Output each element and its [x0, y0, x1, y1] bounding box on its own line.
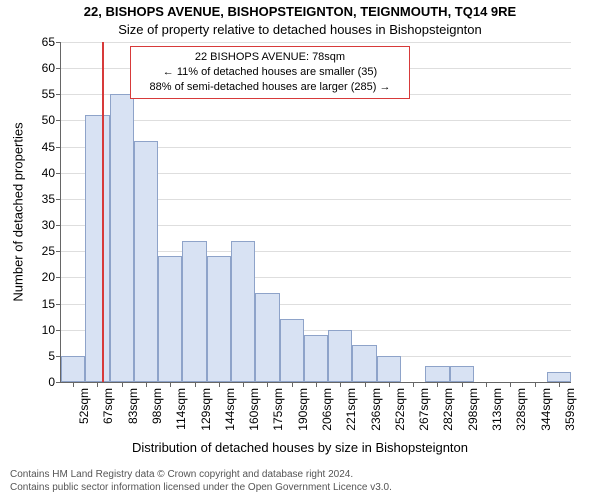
ytick-label: 65: [42, 35, 61, 49]
xtick-mark: [73, 382, 74, 387]
ytick-label: 30: [42, 218, 61, 232]
histogram-bar: [328, 330, 352, 382]
xtick-mark: [389, 382, 390, 387]
ytick-label: 50: [42, 113, 61, 127]
ytick-label: 20: [42, 270, 61, 284]
histogram-bar: [425, 366, 449, 382]
xtick-mark: [170, 382, 171, 387]
histogram-bar: [61, 356, 85, 382]
footer-line2: Contains public sector information licen…: [10, 481, 392, 494]
xtick-mark: [413, 382, 414, 387]
ytick-label: 25: [42, 244, 61, 258]
xtick-mark: [462, 382, 463, 387]
annotation-line3: 88% of semi-detached houses are larger (…: [139, 80, 401, 95]
xtick-label: 359sqm: [563, 388, 577, 431]
ytick-label: 5: [48, 349, 61, 363]
xtick-label: 313sqm: [490, 388, 504, 431]
xtick-label: 67sqm: [101, 388, 115, 424]
histogram-bar: [182, 241, 206, 382]
xtick-label: 328sqm: [514, 388, 528, 431]
xtick-label: 190sqm: [296, 388, 310, 431]
histogram-bar: [134, 141, 158, 382]
gridline: [61, 120, 571, 121]
property-marker-line: [102, 42, 104, 382]
histogram-bar: [450, 366, 474, 382]
xtick-mark: [292, 382, 293, 387]
ytick-label: 15: [42, 297, 61, 311]
xtick-mark: [97, 382, 98, 387]
ytick-label: 0: [48, 375, 61, 389]
chart-title-address: 22, BISHOPS AVENUE, BISHOPSTEIGNTON, TEI…: [0, 4, 600, 19]
xtick-label: 114sqm: [174, 388, 188, 430]
xtick-label: 98sqm: [150, 388, 164, 424]
ytick-label: 55: [42, 87, 61, 101]
xtick-label: 144sqm: [223, 388, 237, 431]
ytick-label: 45: [42, 140, 61, 154]
xtick-mark: [486, 382, 487, 387]
histogram-bar: [158, 256, 182, 382]
xtick-label: 83sqm: [126, 388, 140, 424]
annotation-box: 22 BISHOPS AVENUE: 78sqm ← 11% of detach…: [130, 46, 410, 99]
ytick-label: 10: [42, 323, 61, 337]
ytick-label: 40: [42, 166, 61, 180]
annotation-line2: ← 11% of detached houses are smaller (35…: [139, 65, 401, 80]
xtick-label: 129sqm: [199, 388, 213, 431]
histogram-bar: [280, 319, 304, 382]
xtick-label: 236sqm: [369, 388, 383, 431]
histogram-bar: [110, 94, 134, 382]
annotation-line1: 22 BISHOPS AVENUE: 78sqm: [139, 50, 401, 65]
histogram-bar: [231, 241, 255, 382]
xtick-mark: [535, 382, 536, 387]
xtick-mark: [559, 382, 560, 387]
gridline: [61, 42, 571, 43]
histogram-bar: [85, 115, 109, 382]
xtick-mark: [267, 382, 268, 387]
xtick-label: 221sqm: [344, 388, 358, 431]
xtick-mark: [195, 382, 196, 387]
xtick-label: 252sqm: [393, 388, 407, 431]
histogram-bar: [547, 372, 571, 382]
histogram-bar: [377, 356, 401, 382]
xtick-mark: [437, 382, 438, 387]
ytick-label: 35: [42, 192, 61, 206]
footer-attribution: Contains HM Land Registry data © Crown c…: [10, 468, 392, 494]
xtick-mark: [510, 382, 511, 387]
xtick-label: 298sqm: [466, 388, 480, 431]
xtick-label: 52sqm: [77, 388, 91, 424]
y-axis-label: Number of detached properties: [11, 122, 26, 301]
chart-container: 22, BISHOPS AVENUE, BISHOPSTEIGNTON, TEI…: [0, 0, 600, 500]
histogram-bar: [352, 345, 376, 382]
xtick-mark: [122, 382, 123, 387]
footer-line1: Contains HM Land Registry data © Crown c…: [10, 468, 392, 481]
xtick-label: 282sqm: [441, 388, 455, 431]
ytick-label: 60: [42, 61, 61, 75]
xtick-mark: [365, 382, 366, 387]
histogram-bar: [207, 256, 231, 382]
xtick-label: 206sqm: [320, 388, 334, 431]
xtick-mark: [219, 382, 220, 387]
x-axis-label: Distribution of detached houses by size …: [0, 440, 600, 455]
xtick-mark: [316, 382, 317, 387]
xtick-label: 344sqm: [539, 388, 553, 431]
xtick-label: 175sqm: [271, 388, 285, 431]
xtick-mark: [340, 382, 341, 387]
xtick-mark: [243, 382, 244, 387]
xtick-mark: [146, 382, 147, 387]
histogram-bar: [304, 335, 328, 382]
histogram-bar: [255, 293, 279, 382]
xtick-label: 267sqm: [417, 388, 431, 431]
chart-subtitle: Size of property relative to detached ho…: [0, 22, 600, 37]
xtick-label: 160sqm: [247, 388, 261, 431]
